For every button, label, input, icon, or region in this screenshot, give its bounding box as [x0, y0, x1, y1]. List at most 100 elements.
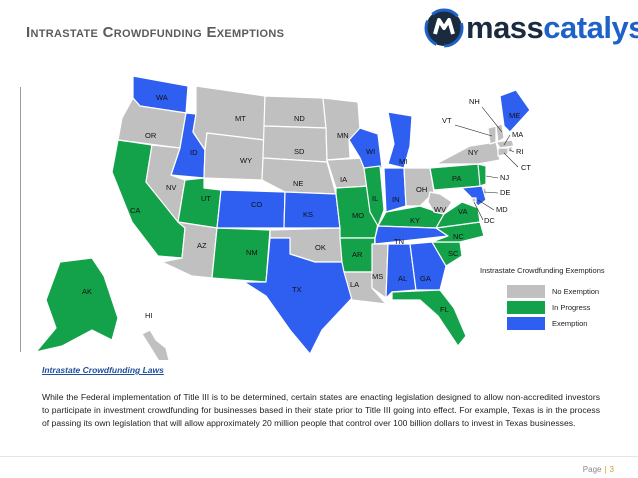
state-label-co: CO [251, 200, 262, 209]
state-label-sc: SC [448, 249, 459, 258]
state-label-ut: UT [201, 194, 211, 203]
page-number: Page | 3 [582, 465, 614, 474]
state-label-ar: AR [352, 250, 363, 259]
state-label-wv: WV [434, 205, 446, 214]
footer-divider [0, 456, 638, 457]
state-hi [141, 329, 170, 360]
state-wv [427, 191, 453, 215]
legend-swatch [507, 285, 545, 298]
masscatalyst-logo: masscatalyst [424, 8, 638, 48]
state-me [499, 89, 531, 133]
state-label-ok: OK [315, 243, 326, 252]
leader-line-de [483, 191, 499, 194]
state-la [343, 271, 387, 305]
leader-line-dc [473, 201, 484, 221]
state-in [383, 167, 407, 213]
state-label-nh: NH [469, 97, 480, 106]
state-nj [477, 163, 487, 187]
state-il [363, 165, 385, 227]
state-label-ca: CA [130, 206, 140, 215]
state-wi [348, 127, 383, 169]
state-label-dc: DC [484, 216, 495, 225]
state-label-hi: HI [145, 311, 153, 320]
state-label-mn: MN [337, 131, 349, 140]
leader-line-ri [509, 149, 515, 153]
logo-text-mass: mass [466, 10, 544, 45]
state-sd [262, 125, 328, 163]
state-ga [409, 241, 447, 291]
state-label-wa: WA [156, 93, 168, 102]
state-label-me: ME [509, 111, 520, 120]
state-label-ms: MS [372, 272, 383, 281]
state-label-il: IL [372, 194, 378, 203]
legend-item-exemption: Exemption [478, 316, 628, 331]
state-label-oh: OH [416, 185, 427, 194]
legend-label: Exemption [552, 319, 588, 328]
section-heading: Intrastate Crowdfunding Laws [42, 365, 164, 375]
logo-mark-icon [424, 8, 464, 48]
state-label-or: OR [145, 131, 157, 140]
state-label-az: AZ [197, 241, 207, 250]
state-label-ny: NY [468, 148, 478, 157]
state-label-ak: AK [82, 287, 92, 296]
state-label-ct: CT [521, 163, 531, 172]
state-nh [495, 123, 505, 143]
state-mn [322, 97, 361, 161]
state-label-ne: NE [293, 179, 303, 188]
state-label-ks: KS [303, 210, 313, 219]
state-nd [263, 95, 327, 129]
state-oh [403, 167, 435, 207]
legend-label: In Progress [552, 303, 591, 312]
state-label-fl: FL [440, 305, 449, 314]
section-body: While the Federal implementation of Titl… [42, 392, 600, 428]
state-label-al: AL [398, 274, 407, 283]
logo-text-catalyst: catalyst [543, 10, 638, 45]
leader-line-md [477, 199, 495, 211]
left-rule [20, 87, 21, 352]
state-label-nj: NJ [500, 173, 509, 182]
state-label-vt: VT [442, 116, 452, 125]
state-label-mt: MT [235, 114, 246, 123]
state-label-nm: NM [246, 248, 258, 257]
state-ct [497, 147, 509, 157]
legend-label: No Exemption [552, 287, 600, 296]
legend-item-in-progress: In Progress [478, 300, 628, 315]
state-label-la: LA [350, 280, 359, 289]
state-ne [261, 157, 337, 195]
state-ak [35, 257, 119, 353]
state-ms [371, 243, 389, 299]
state-label-nd: ND [294, 114, 305, 123]
legend-swatch [507, 301, 545, 314]
state-label-va: VA [458, 207, 467, 216]
leader-line-ct [503, 152, 519, 168]
state-label-ky: KY [410, 216, 420, 225]
leader-line-nh [481, 106, 503, 133]
leader-line-ma [503, 134, 511, 146]
state-label-sd: SD [294, 147, 305, 156]
state-label-in: IN [392, 195, 400, 204]
leader-line-vt [454, 124, 493, 137]
state-va [435, 201, 481, 229]
state-label-nc: NC [453, 232, 464, 241]
state-dc [471, 197, 477, 203]
state-nm [211, 227, 271, 283]
state-label-ia: IA [340, 175, 347, 184]
state-label-tx: TX [292, 285, 302, 294]
state-label-mo: MO [352, 211, 364, 220]
state-label-nv: NV [166, 183, 176, 192]
state-co [216, 189, 286, 229]
state-label-ga: GA [420, 274, 431, 283]
leader-line-nj [485, 175, 499, 179]
state-label-wy: WY [240, 156, 252, 165]
page-title: Intrastate Crowdfunding Exemptions [26, 24, 285, 41]
state-tx [243, 237, 353, 355]
state-wy [203, 132, 265, 181]
state-ut [177, 177, 222, 229]
state-label-id: ID [190, 148, 198, 157]
legend-title: Instrastate Crowdfunding Exemptions [480, 266, 605, 275]
state-label-tn: TN [394, 237, 404, 246]
state-label-mi: MI [399, 157, 407, 166]
map-legend: Instrastate Crowdfunding Exemptions No E… [478, 266, 628, 332]
state-label-ma: MA [512, 130, 523, 139]
state-label-md: MD [496, 205, 508, 214]
